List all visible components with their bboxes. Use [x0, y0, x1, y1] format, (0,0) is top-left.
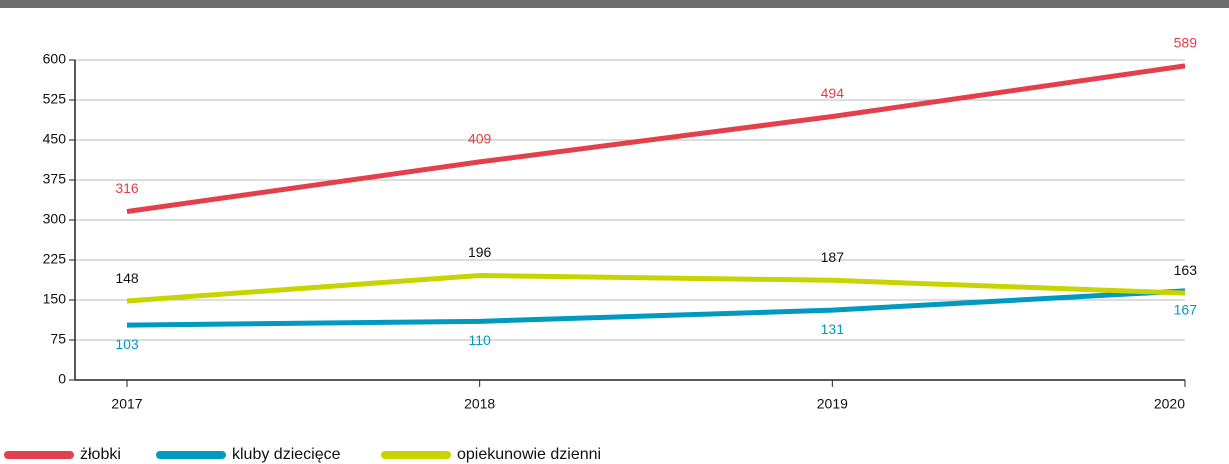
top-bar — [0, 0, 1229, 8]
data-label: 494 — [821, 85, 845, 101]
y-tick-label: 0 — [58, 371, 66, 387]
y-tick-label: 600 — [43, 51, 67, 67]
legend-label: żłobki — [80, 446, 121, 463]
series-line — [126, 63, 1186, 214]
data-label: 187 — [821, 249, 845, 265]
data-label: 131 — [821, 321, 845, 337]
data-label: 589 — [1174, 35, 1198, 51]
y-tick-label: 75 — [50, 331, 66, 347]
data-label: 148 — [115, 270, 139, 286]
data-label: 110 — [469, 332, 492, 348]
data-label: 163 — [1174, 262, 1198, 278]
x-tick-label: 2018 — [464, 396, 495, 412]
y-tick-label: 375 — [43, 171, 67, 187]
data-label: 167 — [1174, 302, 1198, 318]
data-label: 196 — [468, 244, 492, 260]
data-label: 316 — [115, 180, 139, 196]
x-tick-label: 2019 — [817, 396, 848, 412]
series-line — [126, 288, 1186, 328]
x-tick-label: 2020 — [1154, 396, 1185, 412]
y-tick-label: 225 — [43, 251, 67, 267]
series-line — [126, 272, 1186, 304]
y-tick-label: 300 — [43, 211, 67, 227]
x-tick-label: 2017 — [111, 396, 142, 412]
y-tick-label: 525 — [43, 91, 67, 107]
legend-label: kluby dziecięce — [232, 446, 341, 463]
legend-label: opiekunowie dzienni — [457, 446, 601, 463]
data-label: 409 — [468, 131, 492, 147]
y-tick-label: 150 — [43, 291, 67, 307]
y-tick-label: 450 — [43, 131, 67, 147]
data-label: 103 — [115, 336, 139, 352]
